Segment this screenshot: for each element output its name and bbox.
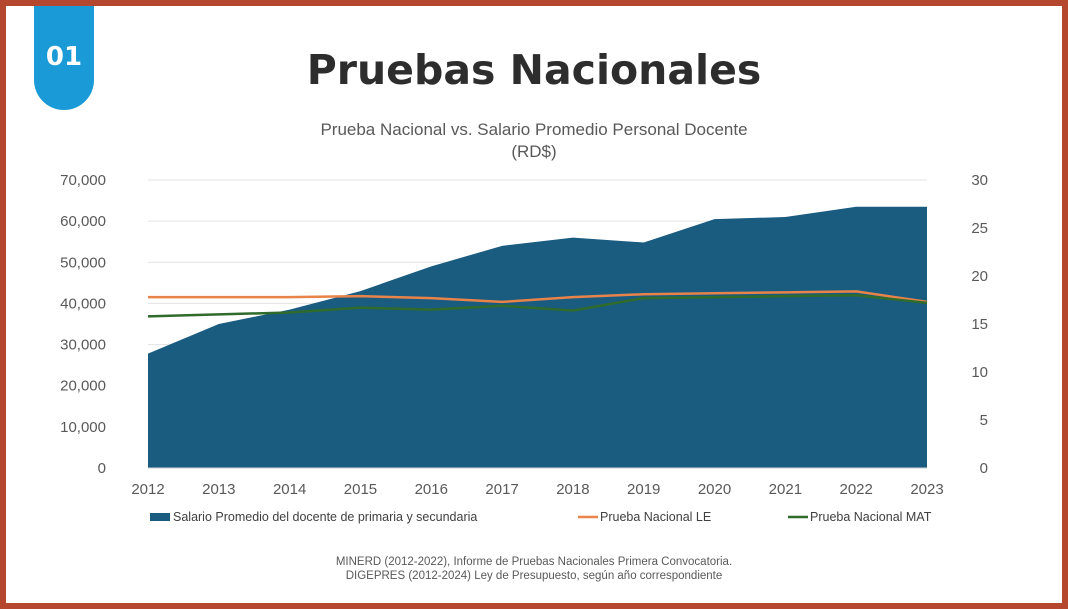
y-left-tick-label: 50,000 <box>60 254 106 271</box>
chart-title: Prueba Nacional vs. Salario Promedio Per… <box>320 120 748 139</box>
y-left-tick-label: 0 <box>98 460 106 477</box>
y-right-tick-label: 0 <box>980 460 988 477</box>
y-right-tick-label: 15 <box>971 316 988 333</box>
y-left-tick-label: 70,000 <box>60 172 106 189</box>
source-line-2: DIGEPRES (2012-2024) Ley de Presupuesto,… <box>345 570 723 582</box>
salary-area <box>148 206 927 468</box>
y-left-tick-label: 10,000 <box>60 419 106 436</box>
prueba-le-line <box>148 290 928 304</box>
x-tick-label: 2022 <box>839 481 872 498</box>
page-title: Pruebas Nacionales <box>306 46 762 94</box>
y-left-tick-label: 40,000 <box>60 295 106 312</box>
legend-label-mat: Prueba Nacional MAT <box>810 510 932 524</box>
legend-label-le: Prueba Nacional LE <box>600 510 711 524</box>
y-right-tick-label: 20 <box>971 268 988 285</box>
y-left-tick-label: 60,000 <box>60 213 106 230</box>
source-note: MINERD (2012-2022), Informe de Pruebas N… <box>0 555 1068 583</box>
x-tick-label: 2013 <box>202 481 235 498</box>
legend-swatch-salary <box>150 513 170 521</box>
x-tick-label: 2012 <box>131 481 164 498</box>
y-right-tick-label: 10 <box>971 364 988 381</box>
section-badge: 01 <box>34 6 94 110</box>
x-tick-label: 2018 <box>556 481 589 498</box>
x-tick-label: 2017 <box>485 481 518 498</box>
chart-subtitle: (RD$) <box>511 142 557 161</box>
y-left-tick-label: 30,000 <box>60 337 106 354</box>
source-line-1: MINERD (2012-2022), Informe de Pruebas N… <box>335 556 733 568</box>
y-right-tick-label: 5 <box>980 412 988 429</box>
y-right-tick-label: 30 <box>971 172 988 189</box>
section-number: 01 <box>45 42 83 72</box>
x-tick-label: 2023 <box>910 481 943 498</box>
x-tick-label: 2016 <box>415 481 448 498</box>
x-tick-label: 2021 <box>769 481 802 498</box>
y-left-tick-label: 20,000 <box>60 378 106 395</box>
legend-label-salary: Salario Promedio del docente de primaria… <box>173 510 477 524</box>
x-tick-label: 2020 <box>698 481 731 498</box>
x-tick-label: 2014 <box>273 481 306 498</box>
prueba-mat-line <box>147 293 928 318</box>
y-right-tick-label: 25 <box>971 220 988 237</box>
chart-title-block: Prueba Nacional vs. Salario Promedio Per… <box>0 119 1068 163</box>
x-tick-label: 2019 <box>627 481 660 498</box>
x-tick-label: 2015 <box>344 481 377 498</box>
